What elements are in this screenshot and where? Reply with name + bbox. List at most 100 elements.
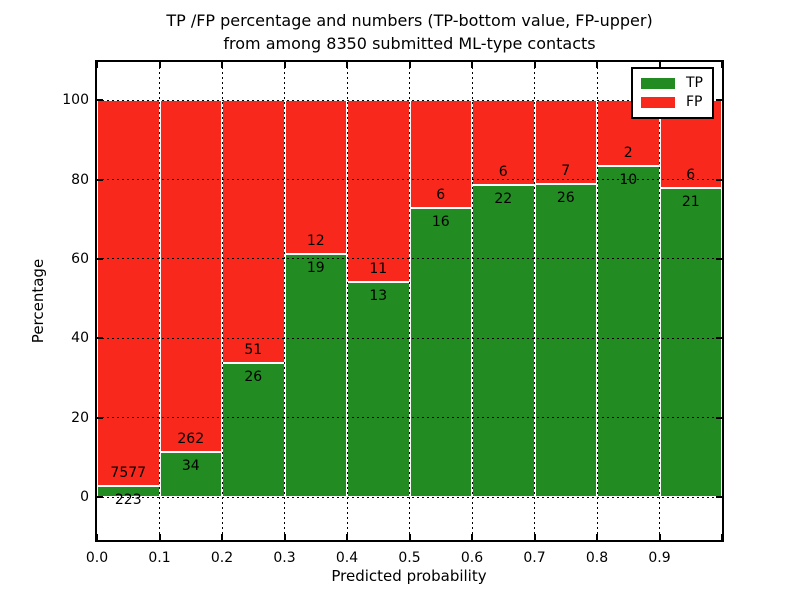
bar-label-fp: 262 <box>177 430 205 447</box>
y-tick-mark <box>97 496 103 499</box>
bar-label-fp: 6 <box>686 167 696 184</box>
x-tick-mark <box>533 534 536 540</box>
x-tick-mark <box>533 62 536 68</box>
y-tick-label: 100 <box>62 92 89 109</box>
bar-label-tp: 19 <box>306 259 325 276</box>
bar-label-tp: 26 <box>556 190 575 207</box>
y-tick-mark <box>97 416 103 419</box>
x-tick-mark <box>96 62 98 68</box>
bar-label-tp: 34 <box>181 457 200 474</box>
gridline-vertical <box>346 62 348 540</box>
bar-segment-tp <box>659 188 722 498</box>
plot-area: TP FP 7577 223 262 34 51 26 12 19 11 13 6 16 6 22 7 26 2… <box>62 62 723 566</box>
x-axis-label: Predicted probability <box>331 567 487 585</box>
x-tick-mark <box>96 534 98 540</box>
x-tick-mark <box>471 534 473 540</box>
x-tick-mark <box>346 62 348 68</box>
gridline-vertical <box>284 62 285 540</box>
x-tick-label: 0.1 <box>148 550 171 566</box>
x-tick-label: 0.5 <box>398 550 421 566</box>
bar-segment-tp <box>409 208 472 498</box>
bar-label-tp: 13 <box>369 288 388 305</box>
bar-label-tp: 26 <box>244 369 263 386</box>
legend-entry-tp: TP <box>641 74 703 93</box>
bar-segment-tp <box>534 184 597 498</box>
bar-segment-fp <box>159 100 222 452</box>
y-tick-label: 80 <box>71 171 89 188</box>
y-axis-label: Percentage <box>29 258 47 344</box>
bar-label-fp: 6 <box>436 187 446 204</box>
gridline-horizontal <box>97 337 722 339</box>
bar-segment-tp <box>597 166 660 498</box>
bar-label-fp: 7577 <box>110 464 147 481</box>
legend-label-fp: FP <box>686 94 703 110</box>
fp-swatch-icon <box>641 97 675 108</box>
gridline-vertical <box>596 62 598 540</box>
y-tick-mark <box>716 99 722 102</box>
x-tick-mark <box>658 534 661 540</box>
x-tick-label: 0.9 <box>648 550 671 566</box>
bar-segment-tp <box>347 282 410 498</box>
tp-swatch-icon <box>641 78 675 89</box>
bar-label-tp: 16 <box>431 214 450 231</box>
x-tick-mark <box>408 62 411 68</box>
bar-label-tp: 10 <box>619 172 638 189</box>
y-tick-mark <box>716 496 722 499</box>
x-tick-mark <box>658 62 661 68</box>
x-tick-mark <box>158 62 161 68</box>
legend-entry-fp: FP <box>641 93 703 112</box>
x-tick-mark <box>283 534 286 540</box>
bar-segment-fp <box>347 100 410 283</box>
bar-label-fp: 12 <box>306 232 325 249</box>
gridline-horizontal <box>97 179 722 180</box>
y-tick-mark <box>97 257 103 260</box>
bar-label-fp: 6 <box>498 164 508 181</box>
x-tick-mark <box>221 534 223 540</box>
x-tick-mark <box>596 62 598 68</box>
x-tick-mark <box>158 534 161 540</box>
gridline-vertical <box>221 62 223 540</box>
x-tick-label: 0.2 <box>210 550 234 566</box>
chart-title-line2: from among 8350 submitted ML-type contac… <box>223 34 596 53</box>
bar-label-tp: 22 <box>494 191 513 208</box>
x-tick-label: 0.7 <box>523 550 546 566</box>
x-tick-mark <box>346 534 348 540</box>
y-tick-mark <box>716 416 722 419</box>
x-tick-label: 0.6 <box>460 550 484 566</box>
y-tick-mark <box>716 178 722 181</box>
legend-label-tp: TP <box>686 75 703 91</box>
bar-segment-tp <box>472 185 535 498</box>
x-tick-mark <box>283 62 286 68</box>
y-tick-mark <box>716 257 722 260</box>
y-tick-mark <box>97 99 103 102</box>
gridline-vertical <box>534 62 535 540</box>
x-tick-mark <box>408 534 411 540</box>
gridline-horizontal <box>97 258 722 260</box>
y-tick-mark <box>716 337 722 340</box>
x-tick-label: 0.3 <box>273 550 296 566</box>
bar-label-fp: 7 <box>561 163 571 180</box>
y-tick-label: 60 <box>71 250 89 267</box>
x-tick-mark <box>721 62 723 68</box>
bar-label-fp: 11 <box>369 261 388 278</box>
gridline-horizontal <box>97 496 722 498</box>
x-tick-mark <box>596 534 598 540</box>
x-tick-mark <box>221 62 223 68</box>
bar-segment-fp <box>534 100 597 185</box>
bar-segment-fp <box>222 100 285 364</box>
chart-title-line1: TP /FP percentage and numbers (TP-bottom… <box>166 11 653 30</box>
gridline-vertical <box>159 62 160 540</box>
bar-segment-fp <box>97 100 160 486</box>
gridline-vertical <box>471 62 473 540</box>
x-tick-label: 0.8 <box>585 550 609 566</box>
gridline-vertical <box>659 62 660 540</box>
x-tick-label: 0.4 <box>335 550 359 566</box>
y-tick-label: 40 <box>71 330 89 347</box>
bar-label-tp: 223 <box>114 491 142 508</box>
bar-label-tp: 21 <box>681 194 700 211</box>
y-tick-mark <box>97 337 103 340</box>
bar-segment-tp <box>284 253 347 498</box>
gridline-vertical <box>409 62 410 540</box>
x-tick-mark <box>471 62 473 68</box>
